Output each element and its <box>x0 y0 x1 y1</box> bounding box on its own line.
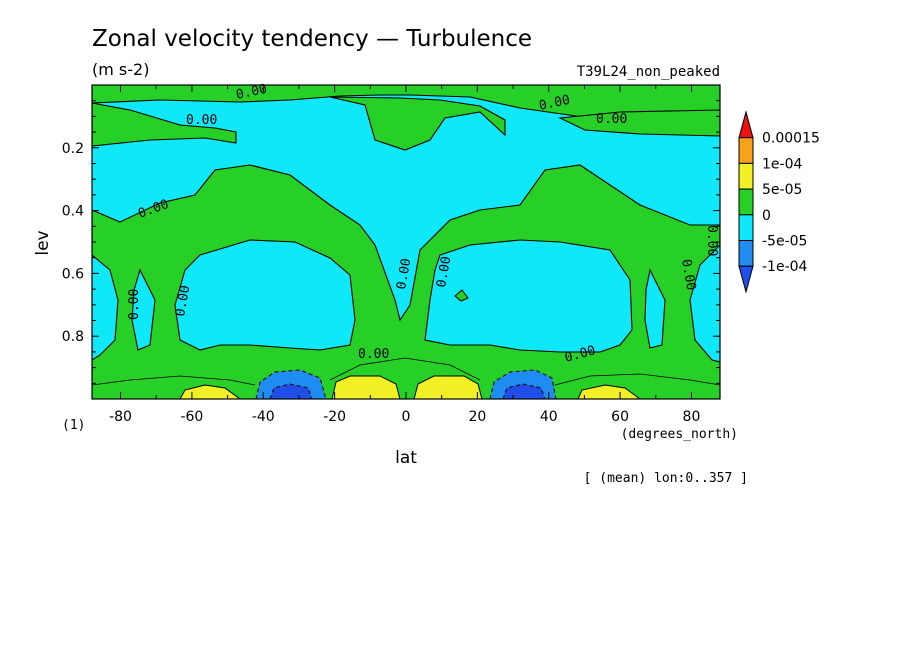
contour-label: 0.00 <box>678 258 698 291</box>
colorbar-swatch <box>738 214 754 242</box>
colorbar-swatch <box>738 188 754 216</box>
contour-label: 0.00 <box>186 113 217 128</box>
contour-region-negative-right-hole <box>424 239 633 353</box>
chart-title: Zonal velocity tendency — Turbulence <box>92 26 532 52</box>
colorbar-label: 5e-05 <box>762 182 802 198</box>
contour-label: 0.00 <box>127 289 142 320</box>
plot-area <box>92 85 720 399</box>
contour-label: 0.00 <box>358 347 389 362</box>
contour-region-positive-right-top <box>557 109 720 137</box>
x-tick-label: -20 <box>323 409 346 425</box>
colorbar-swatch <box>738 162 754 190</box>
colorbar-label: 1e-04 <box>762 156 802 172</box>
x-tick-label: 0 <box>402 409 411 425</box>
colorbar-swatch <box>738 265 754 294</box>
colorbar-swatch <box>738 137 754 164</box>
colorbar-label: -5e-05 <box>762 234 807 250</box>
colorbar-swatch <box>738 110 754 139</box>
contour-label: 0.00 <box>596 112 627 127</box>
run-label: T39L24_non_peaked <box>577 64 720 80</box>
colorbar-swatch <box>738 240 754 267</box>
contour-label: 0.00 <box>434 255 454 288</box>
x-tick-label: 20 <box>468 409 486 425</box>
colorbar-label: 0 <box>762 208 771 224</box>
contour-region-negative-left-inner <box>131 268 156 351</box>
chart-units: (m s-2) <box>92 60 149 79</box>
y-tick-label: 0.8 <box>62 329 84 345</box>
y-axis-label: lev <box>33 230 53 255</box>
contour-line-5e-05 <box>92 357 720 386</box>
contour-region-yellow-center-right <box>413 375 483 399</box>
y-tick-label: 0.4 <box>62 204 84 220</box>
contour-label: 0.00 <box>235 82 269 103</box>
axes: -80 -60 -40 -20 0 20 40 60 80 0.2 0.4 0.6 0.8 <box>62 84 721 425</box>
x-axis-label: lat <box>395 448 417 468</box>
contour-region-negative-left-hole <box>174 239 356 351</box>
contour-region-negative-core-left <box>269 383 313 399</box>
colorbar: 0.00015 1e-04 5e-05 0 -5e-05 -1e-04 <box>738 110 820 294</box>
contour-region-yellow-left <box>179 384 241 399</box>
x-axis-units: (degrees_north) <box>621 427 738 442</box>
colorbar-label: 0.00015 <box>762 131 820 147</box>
colorbar-label: -1e-04 <box>762 259 808 275</box>
contour-region-negative-far-left <box>92 254 119 361</box>
y-tick-label: 0.2 <box>62 141 84 157</box>
contour-region-yellow-center-left <box>331 375 401 399</box>
x-tick-label: -80 <box>109 409 132 425</box>
x-tick-label: -40 <box>252 409 275 425</box>
y-tick-label: 0.6 <box>62 266 84 282</box>
x-tick-label: 80 <box>683 409 701 425</box>
x-tick-label: 60 <box>611 409 629 425</box>
contour-region-yellow-right <box>577 384 641 399</box>
contour-label: 0.00 <box>538 93 572 114</box>
contour-region-positive-island <box>454 289 469 302</box>
contour-region-positive-center-top <box>329 96 506 151</box>
x-tick-label: -60 <box>180 409 203 425</box>
footnote: [ (mean) lon:0..357 ] <box>584 471 748 486</box>
contour-label: 0.00 <box>173 284 193 317</box>
contour-region-negative-right-inner <box>644 268 666 349</box>
contour-label: 0.00 <box>704 225 719 256</box>
y-axis-units: (1) <box>62 418 85 433</box>
x-tick-label: 40 <box>540 409 558 425</box>
contour-label: 0.00 <box>394 257 414 290</box>
contour-region-negative-far-right <box>689 244 720 363</box>
